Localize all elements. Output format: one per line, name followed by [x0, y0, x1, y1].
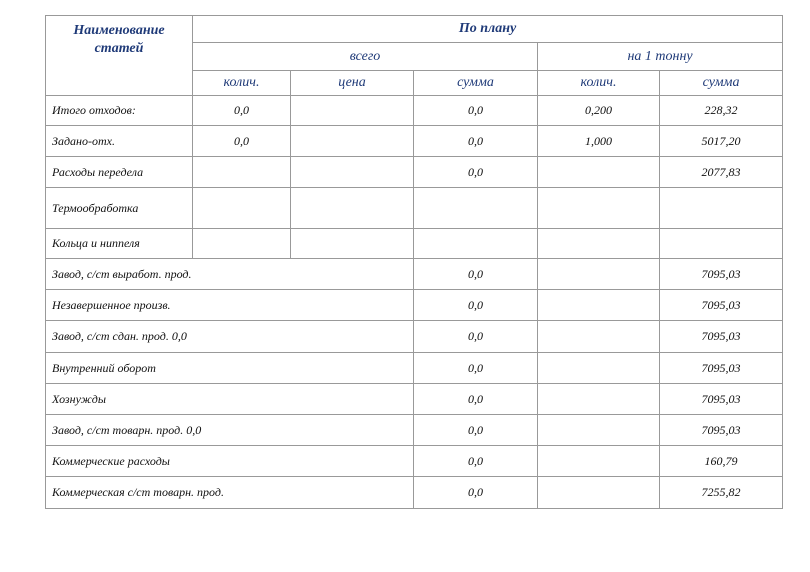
value-cell [537, 320, 660, 353]
value-cell: 0,0 [413, 320, 538, 353]
column-header: колич. [537, 70, 660, 96]
column-header: колич. [192, 70, 291, 96]
value-cell [537, 289, 660, 321]
value-cell: 0,0 [413, 258, 538, 290]
row-label: Задано-отх. [45, 125, 193, 157]
row-label: Незавершенное произв. [45, 289, 414, 321]
value-cell: 0,0 [413, 476, 538, 509]
table-row: Кольца и ниппеля [45, 228, 784, 259]
value-cell: 0,200 [537, 95, 660, 126]
value-cell: 0,0 [413, 414, 538, 446]
value-cell: 7095,03 [658, 414, 784, 446]
table-row: Завод, с/ст сдан. прод. 0,0 0,0 7095,03 [45, 320, 784, 353]
value-cell [658, 228, 784, 259]
row-label: Хознужды [45, 383, 414, 415]
value-cell: 1,000 [537, 125, 660, 157]
value-cell: 2077,83 [658, 156, 784, 188]
value-cell: 7095,03 [658, 258, 784, 290]
value-cell: 7095,03 [658, 320, 784, 353]
value-cell [290, 125, 414, 157]
value-cell: 0,0 [413, 156, 538, 188]
value-cell: 5017,20 [658, 125, 784, 157]
header-name: Наименование статей [45, 15, 193, 96]
value-cell [290, 95, 414, 126]
value-cell: 0,0 [413, 383, 538, 415]
value-cell [537, 476, 660, 509]
value-cell [290, 156, 414, 188]
table-row: Коммерческие расходы 0,0 160,79 [45, 445, 784, 477]
value-cell [192, 187, 291, 229]
value-cell: 160,79 [658, 445, 784, 477]
value-cell [290, 228, 414, 259]
row-label: Внутренний оборот [45, 352, 414, 384]
header-total: всего [192, 42, 538, 71]
value-cell: 7095,03 [658, 289, 784, 321]
column-header: сумма [658, 70, 784, 96]
header-row: Наименование статей По плану [45, 15, 784, 96]
value-cell [192, 156, 291, 188]
value-cell: 0,0 [413, 95, 538, 126]
value-cell [537, 445, 660, 477]
value-cell [192, 228, 291, 259]
header-row: колич. цена сумма колич. сумма [46, 70, 784, 96]
value-cell: 0,0 [413, 352, 538, 384]
row-label: Термообработка [45, 187, 193, 229]
value-cell [290, 187, 414, 229]
value-cell: 0,0 [413, 125, 538, 157]
column-header: сумма [413, 70, 538, 96]
table-row: Хознужды 0,0 7095,03 [45, 383, 784, 415]
value-cell: 0,0 [192, 125, 291, 157]
value-cell [658, 187, 784, 229]
table-row: Итого отходов: 0,0 0,0 0,200 228,32 [45, 95, 784, 126]
table-row: Внутренний оборот 0,0 7095,03 [45, 352, 784, 384]
value-cell [537, 383, 660, 415]
row-label: Расходы передела [45, 156, 193, 188]
value-cell [537, 228, 660, 259]
row-label: Завод, с/ст выработ. прод. [45, 258, 414, 290]
table-row: Завод, с/ст товарн. прод. 0,0 0,0 7095,03 [45, 414, 784, 446]
value-cell [413, 228, 538, 259]
row-label: Завод, с/ст товарн. прод. 0,0 [45, 414, 414, 446]
table-row: Расходы передела 0,0 2077,83 [45, 156, 784, 188]
header-plan: По плану [191, 15, 784, 43]
header-per-ton: на 1 тонну [536, 42, 784, 71]
header-row: всего на 1 тонну [46, 42, 784, 71]
table-row: Термообработка [45, 187, 784, 229]
budget-table: Наименование статей По плану всего на 1 … [45, 15, 784, 509]
row-label: Кольца и ниппеля [45, 228, 193, 259]
value-cell: 7255,82 [658, 476, 784, 509]
table-row: Коммерческая с/ст товарн. прод. 0,0 7255,8… [45, 476, 784, 509]
table-row: Завод, с/ст выработ. прод. 0,0 7095,03 [45, 258, 784, 290]
value-cell [413, 187, 538, 229]
value-cell [537, 352, 660, 384]
table-body: Наименование статей По плану всего на 1 … [45, 15, 784, 509]
value-cell [537, 156, 660, 188]
row-label: Коммерческие расходы [45, 445, 414, 477]
value-cell: 7095,03 [658, 352, 784, 384]
value-cell: 228,32 [658, 95, 784, 126]
value-cell: 0,0 [192, 95, 291, 126]
row-label: Завод, с/ст сдан. прод. 0,0 [45, 320, 414, 353]
value-cell: 7095,03 [658, 383, 784, 415]
value-cell [537, 187, 660, 229]
row-label: Коммерческая с/ст товарн. прод. [45, 476, 414, 509]
column-header: цена [290, 70, 414, 96]
value-cell: 0,0 [413, 289, 538, 321]
table-row: Задано-отх. 0,0 0,0 1,000 5017,20 [45, 125, 784, 157]
value-cell: 0,0 [413, 445, 538, 477]
value-cell [537, 258, 660, 290]
row-label: Итого отходов: [45, 95, 193, 126]
table-row: Незавершенное произв. 0,0 7095,03 [45, 289, 784, 321]
value-cell [537, 414, 660, 446]
